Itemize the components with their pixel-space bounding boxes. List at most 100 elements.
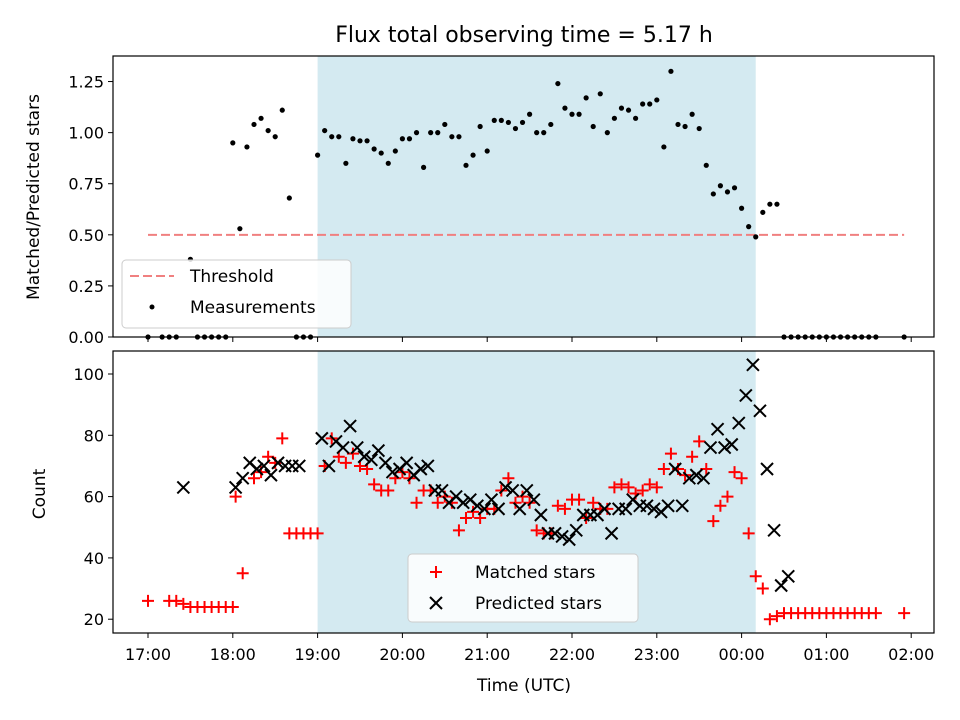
x-axis-label: Time (UTC) [476,676,571,696]
matched-star-marker [177,597,190,610]
measurement-point [625,107,632,113]
measurement-point [696,125,702,132]
top-ytick-label: 0.25 [68,277,104,296]
measurement-point [357,138,363,144]
matched-star-marker [615,478,628,491]
legend-predicted-swatch [429,596,443,610]
bottom-y-axis-label: Count [30,468,50,519]
measurement-point [724,189,731,195]
measurement-point [413,130,420,136]
predicted-star-marker [350,440,364,455]
predicted-star-marker [682,471,697,485]
measurement-point [279,107,285,113]
matched-star-marker [898,607,911,620]
predicted-star-marker [343,419,357,433]
predicted-star-marker [555,529,569,544]
predicted-star-marker [618,502,633,516]
predicted-star-marker [505,483,520,498]
matched-star-marker [170,594,183,607]
matched-star-marker [735,472,748,485]
matched-star-marker [431,496,444,509]
measurement-point [322,127,328,134]
matched-star-marker [502,472,515,485]
predicted-star-marker [710,422,725,436]
predicted-star-marker [520,483,534,498]
measurement-point [731,185,738,191]
top-legend-box [121,259,352,329]
bottom-xtick-label: 21:00 [464,645,510,664]
matched-star-marker [636,484,649,497]
predicted-star-marker [767,523,781,538]
predicted-star-marker [336,440,350,455]
predicted-star-marker [292,459,306,473]
measurement-point [244,144,250,150]
measurement-point [767,201,773,207]
measurement-point [739,205,745,211]
bottom-xtick-label: 18:00 [210,645,256,664]
measurement-point [583,95,589,101]
bottom-xtick-label: 02:00 [888,645,934,664]
predicted-star-marker [322,459,336,473]
measurement-point [654,97,660,103]
measurement-point [371,146,377,152]
matched-star-marker [226,600,239,613]
measurement-point [343,160,349,166]
matched-star-marker [368,478,381,491]
matched-star-marker [664,447,677,460]
measurement-point [519,119,526,126]
measurement-point [682,123,688,130]
chart-title: Flux total observing time = 5.17 h [335,23,713,48]
measurement-point [385,160,391,166]
measurement-point [428,130,434,136]
predicted-star-marker [661,499,675,513]
matched-star-marker [276,432,289,445]
bottom-xtick-label: 00:00 [719,645,765,664]
measurement-point [258,115,264,121]
measurement-point [590,123,596,130]
measurement-point [470,152,476,158]
matched-star-marker [770,610,783,623]
predicted-star-marker [717,440,732,455]
predicted-star-marker [399,456,414,470]
measurement-point [534,130,540,136]
matched-star-marker [721,490,734,503]
measurement-point [463,162,469,168]
measurement-point [569,111,575,117]
measurement-point [774,201,780,207]
measurement-point [746,224,752,230]
matched-star-marker [714,499,727,512]
measurement-point [541,130,547,136]
predicted-star-marker [357,450,371,464]
predicted-star-marker [640,499,654,513]
matched-star-marker [530,524,543,537]
measurement-point [399,136,405,142]
measurement-point [703,162,709,168]
bottom-ytick-label: 100 [73,365,104,384]
measurement-point [484,148,490,154]
measurement-point [548,121,554,128]
matched-star-marker [728,466,741,479]
bottom-ytick-label: 40 [84,549,104,568]
bottom-legend: Matched stars Predicted stars [407,553,639,623]
bottom-axes-frame [112,350,935,634]
predicted-star-marker [470,499,485,513]
predicted-star-marker [414,462,428,476]
measurement-point [597,91,603,97]
predicted-star-marker [456,496,470,510]
matched-star-marker [236,567,249,580]
bottom-x-ticks: 17:00 18:00 19:00 20:00 21:00 22:00 23:00 00:00… [125,633,934,664]
legend-matched-label: Matched stars [475,563,595,583]
matched-star-marker [551,499,564,512]
predicted-star-marker [435,483,449,498]
predicted-star-marker [512,502,527,516]
measurement-point [689,111,695,117]
matched-star-marker [460,512,472,525]
predicted-star-marker [703,440,718,455]
measurement-point [611,115,618,121]
measurement-point [555,80,561,87]
legend-measurements-swatch [149,304,155,310]
measurement-point [251,121,257,128]
top-y-ticks: 0.00 0.25 0.50 0.75 1.00 1.25 [68,73,113,347]
matched-star-marker [700,463,713,476]
